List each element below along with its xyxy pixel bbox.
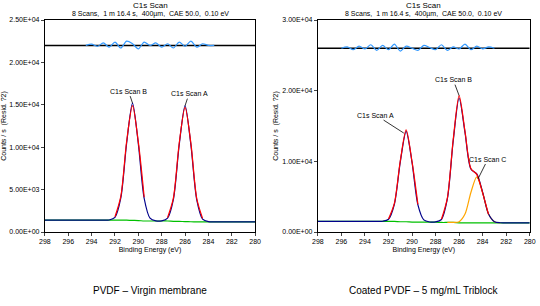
svg-text:C1s Scan B: C1s Scan B <box>435 76 472 83</box>
svg-text:282: 282 <box>226 238 238 245</box>
svg-text:0.00E+00: 0.00E+00 <box>282 228 312 235</box>
svg-text:294: 294 <box>359 238 371 245</box>
svg-text:C1s Scan: C1s Scan <box>406 1 441 10</box>
svg-text:2.00E+04: 2.00E+04 <box>9 59 39 66</box>
svg-text:Binding Energy (eV): Binding Energy (eV) <box>392 246 455 254</box>
svg-text:2.50E+04: 2.50E+04 <box>9 16 39 23</box>
svg-text:280: 280 <box>249 238 261 245</box>
svg-text:286: 286 <box>179 238 191 245</box>
svg-text:288: 288 <box>430 238 442 245</box>
svg-text:8 Scans, 1 m 16.4 s, 400µm,: 8 Scans, 1 m 16.4 s, 400µm, CAE 50.0, 0.… <box>72 10 229 18</box>
svg-text:3.00E+04: 3.00E+04 <box>282 16 312 23</box>
svg-text:1.00E+04: 1.00E+04 <box>9 144 39 151</box>
svg-text:292: 292 <box>383 238 395 245</box>
svg-text:280: 280 <box>524 238 536 245</box>
svg-text:C1s Scan B: C1s Scan B <box>110 88 147 95</box>
svg-text:290: 290 <box>406 238 418 245</box>
svg-text:Counts / s (Resid. ?2): Counts / s (Resid. ?2) <box>0 91 8 161</box>
svg-text:284: 284 <box>203 238 215 245</box>
svg-text:294: 294 <box>86 238 98 245</box>
svg-text:C1s Scan: C1s Scan <box>133 1 168 10</box>
svg-text:298: 298 <box>312 238 324 245</box>
svg-text:0.00E+00: 0.00E+00 <box>9 228 39 235</box>
svg-text:8 Scans, 1 m 16.4 s, 400µm,: 8 Scans, 1 m 16.4 s, 400µm, CAE 50.0, 0.… <box>345 10 502 18</box>
svg-text:288: 288 <box>156 238 168 245</box>
svg-text:284: 284 <box>477 238 489 245</box>
svg-text:C1s Scan A: C1s Scan A <box>171 90 208 97</box>
svg-text:282: 282 <box>500 238 512 245</box>
svg-text:296: 296 <box>62 238 74 245</box>
svg-text:296: 296 <box>336 238 348 245</box>
svg-text:Counts / s (Resid. ?2): Counts / s (Resid. ?2) <box>272 91 280 161</box>
svg-text:1.00E+04: 1.00E+04 <box>282 158 312 165</box>
svg-text:Binding Energy (eV): Binding Energy (eV) <box>119 246 182 254</box>
svg-text:2.00E+04: 2.00E+04 <box>282 87 312 94</box>
svg-text:298: 298 <box>39 238 51 245</box>
svg-text:C1s Scan A: C1s Scan A <box>357 112 394 119</box>
svg-text:286: 286 <box>453 238 465 245</box>
svg-text:290: 290 <box>132 238 144 245</box>
svg-text:PVDF – Virgin membrane: PVDF – Virgin membrane <box>93 285 207 296</box>
svg-text:C1s Scan C: C1s Scan C <box>469 156 506 163</box>
svg-text:5.00E+03: 5.00E+03 <box>9 186 39 193</box>
svg-text:1.50E+04: 1.50E+04 <box>9 101 39 108</box>
svg-text:292: 292 <box>109 238 121 245</box>
svg-text:Coated PVDF – 5 mg/mL Triblock: Coated PVDF – 5 mg/mL Triblock <box>349 285 499 296</box>
